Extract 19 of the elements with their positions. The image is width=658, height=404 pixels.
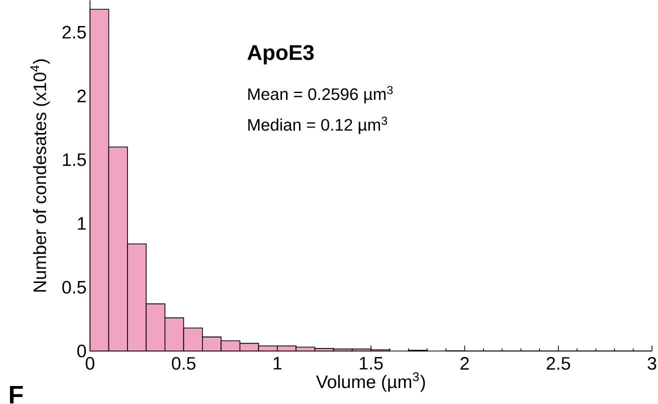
annotation: Mean = 0.2596 µm$^{3}$ bbox=[248, 86, 393, 104]
annotation: ApoE3 bbox=[247, 45, 314, 64]
y-axis-title: Number of condesates (x10$^{4}$) bbox=[30, 59, 50, 292]
x-tick-label: 1.5 bbox=[360, 357, 383, 370]
y-tick-label: 1.5 bbox=[62, 153, 86, 166]
y-tick-label: 2.5 bbox=[62, 26, 86, 39]
x-tick-label: 2.5 bbox=[546, 357, 570, 370]
y-tick-label: 1 bbox=[78, 217, 86, 230]
x-tick-label: 0 bbox=[86, 357, 94, 370]
annotation: Median = 0.12 µm$^{3}$ bbox=[248, 116, 388, 134]
y-tick-label: 0 bbox=[77, 344, 86, 358]
x-axis-title: Volume (µm$^{3}$) bbox=[316, 372, 425, 392]
x-tick-label: 3 bbox=[648, 357, 656, 370]
x-tick-label: 1 bbox=[274, 357, 282, 370]
x-tick-label: 2 bbox=[460, 357, 469, 370]
y-tick-label: 2 bbox=[78, 90, 86, 102]
y-tick-label: 0.5 bbox=[62, 280, 86, 294]
x-tick-label: 0.5 bbox=[172, 357, 196, 370]
text: F bbox=[10, 386, 23, 404]
